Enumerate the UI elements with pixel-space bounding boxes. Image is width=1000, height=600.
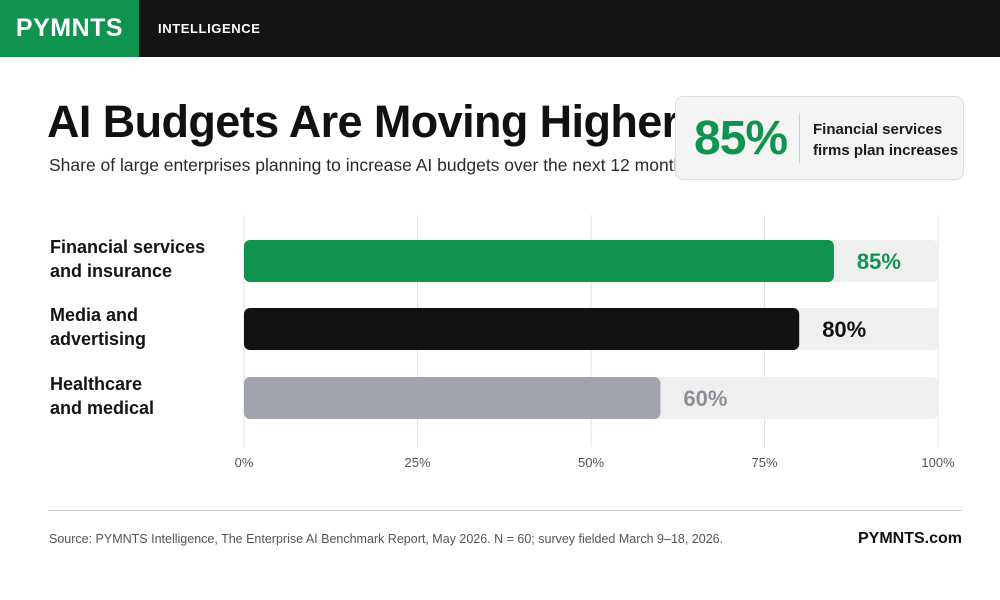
chart-subtitle: Share of large enterprises planning to i… [49, 155, 693, 175]
x-tick-label: 75% [751, 455, 777, 470]
category-label: Healthcare and medical [50, 374, 154, 418]
kpi-callout-card: 85% Financial services firms plan increa… [675, 96, 964, 180]
data-label: 80% [822, 317, 866, 342]
kpi-label: Financial services firms plan increases [813, 121, 959, 159]
footer-divider [48, 510, 962, 511]
x-tick-label: 50% [578, 455, 604, 470]
chart-title: AI Budgets Are Moving Higher [47, 96, 679, 147]
category-label: Media and advertising [50, 305, 146, 349]
bar [244, 308, 800, 350]
source-note: Source: PYMNTS Intelligence, The Enterpr… [49, 532, 724, 546]
kpi-divider [799, 113, 800, 163]
data-label: 60% [683, 386, 727, 411]
x-tick-label: 0% [235, 455, 254, 470]
data-label: 85% [857, 249, 901, 274]
brand-logo[interactable]: PYMNTS [0, 0, 139, 57]
x-tick-label: 100% [921, 455, 955, 470]
bar [244, 377, 661, 419]
x-tick-label: 25% [404, 455, 430, 470]
category-label: Financial services and insurance [50, 237, 205, 281]
section-label: INTELLIGENCE [158, 21, 261, 36]
top-bar: PYMNTS INTELLIGENCE [0, 0, 1000, 57]
kpi-value: 85% [694, 112, 788, 165]
site-link[interactable]: PYMNTS.com [857, 530, 962, 547]
bar [244, 240, 834, 282]
